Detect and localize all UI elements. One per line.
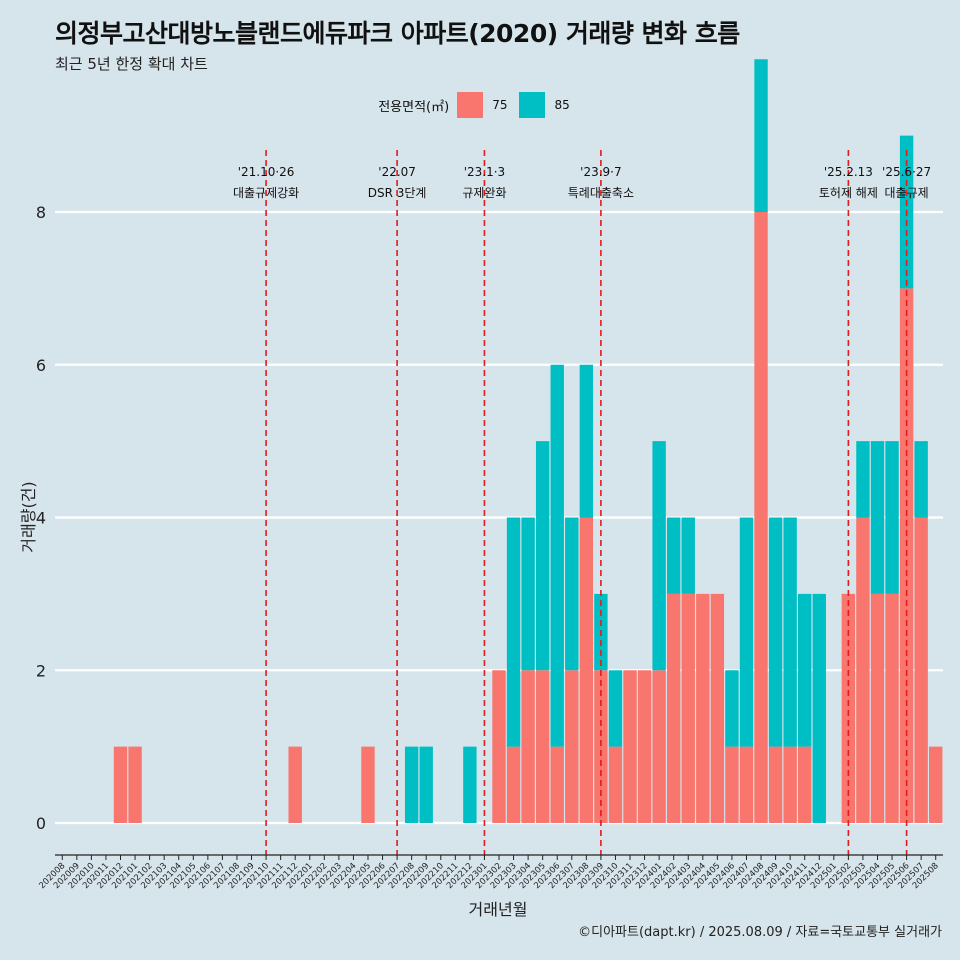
bar-85-202308 [579,364,594,518]
bar-75-202409 [768,746,783,823]
bar-85-202408 [754,59,768,212]
x-axis-title: 거래년월 [469,900,528,919]
bar-75-202312 [637,670,652,823]
legend-swatch-85 [519,92,546,118]
bar-75-202507 [914,517,928,823]
bar-85-202407 [739,517,754,747]
bar-75-202408 [754,212,768,823]
bar-75-202309 [594,670,608,823]
bar-75-202310 [608,746,623,823]
bar-75-202504 [870,593,885,823]
bar-75-202302 [492,670,506,823]
bar-75-202407 [739,746,754,823]
bar-85-202403 [681,517,695,594]
bar-75-202503 [856,517,870,823]
event-date-5: '25.6·27 [882,165,931,179]
page-subtitle: 최근 5년 한정 확대 차트 [55,55,208,73]
bar-75-202405 [710,593,725,823]
legend-item-85: 85 [519,92,570,118]
bar-85-202410 [783,517,797,747]
bar-85-202402 [666,517,681,594]
source-caption: ©디아파트(dapt.kr) / 2025.08.09 / 자료=국토교통부 실… [578,925,942,940]
bar-75-202306 [550,746,564,823]
bar-85-202401 [652,441,666,671]
bar-75-202305 [535,670,550,823]
y-tick-label-6: 6 [36,356,46,375]
bar-75-202308 [579,517,594,823]
bar-75-202012 [113,746,128,823]
event-label-0: 대출규제강화 [233,186,299,200]
bar-85-202208 [404,746,419,823]
y-tick-label-0: 0 [36,814,46,833]
bar-85-202503 [856,441,870,518]
bar-85-202306 [550,364,564,747]
bar-85-202209 [419,746,433,823]
legend-item-75: 75 [457,92,507,118]
bar-85-202504 [870,441,885,594]
bar-75-202403 [681,593,695,823]
bar-75-202402 [666,593,681,823]
bar-75-202303 [506,746,521,823]
chart-legend: 전용면적(㎡) 75 85 [0,92,960,118]
bar-85-202406 [725,670,739,747]
bar-75-202505 [885,593,899,823]
bar-75-202307 [565,670,579,823]
event-label-5: 대출규제 [885,186,929,200]
bar-75-202205 [361,746,375,823]
y-tick-label-4: 4 [36,509,46,528]
bar-75-202411 [798,746,812,823]
event-date-4: '25.2.13 [824,165,873,179]
bar-75-202112 [288,746,302,823]
event-label-3: 특례대출축소 [568,186,634,200]
bar-85-202305 [535,441,550,671]
bar-85-202304 [521,517,535,671]
event-date-3: '23.9·7 [580,165,621,179]
bar-85-202507 [914,441,928,518]
event-label-2: 규제완화 [462,186,506,200]
bar-75-202404 [696,593,710,823]
bar-85-202505 [885,441,899,594]
page-title: 의정부고산대방노블랜드에듀파크 아파트(2020) 거래량 변화 흐름 [55,19,740,48]
event-label-1: DSR 3단계 [368,186,427,200]
event-label-4: 토허제 해제 [819,186,878,200]
legend-title: 전용면적(㎡) [378,99,450,115]
bar-75-202311 [623,670,637,823]
legend-label-75: 75 [492,98,508,112]
bar-85-202411 [798,593,812,747]
y-tick-label-2: 2 [36,661,46,680]
bar-85-202310 [608,670,623,747]
legend-swatch-75 [457,92,484,118]
bar-layer [113,59,943,823]
event-date-0: '21.10·26 [238,165,295,179]
y-axis-title: 거래량(건) [19,481,38,552]
legend-label-85: 85 [554,98,570,112]
bar-75-202508 [929,746,943,823]
bar-85-202307 [565,517,579,671]
bar-75-202502 [841,593,856,823]
bar-85-202303 [506,517,521,747]
event-date-2: '23.1·3 [464,165,505,179]
event-date-1: '22.07 [378,165,416,179]
bar-75-202410 [783,746,797,823]
bar-75-202101 [128,746,142,823]
bar-75-202406 [725,746,739,823]
bar-85-202212 [463,746,477,823]
bar-75-202401 [652,670,666,823]
bar-85-202409 [768,517,783,747]
bar-85-202412 [812,593,826,823]
y-tick-label-8: 8 [36,203,46,222]
bar-75-202304 [521,670,535,823]
event-layer: '21.10·26 대출규제강화 '22.07 DSR 3단계 '23.1·3 규제완화 '… [233,150,931,855]
